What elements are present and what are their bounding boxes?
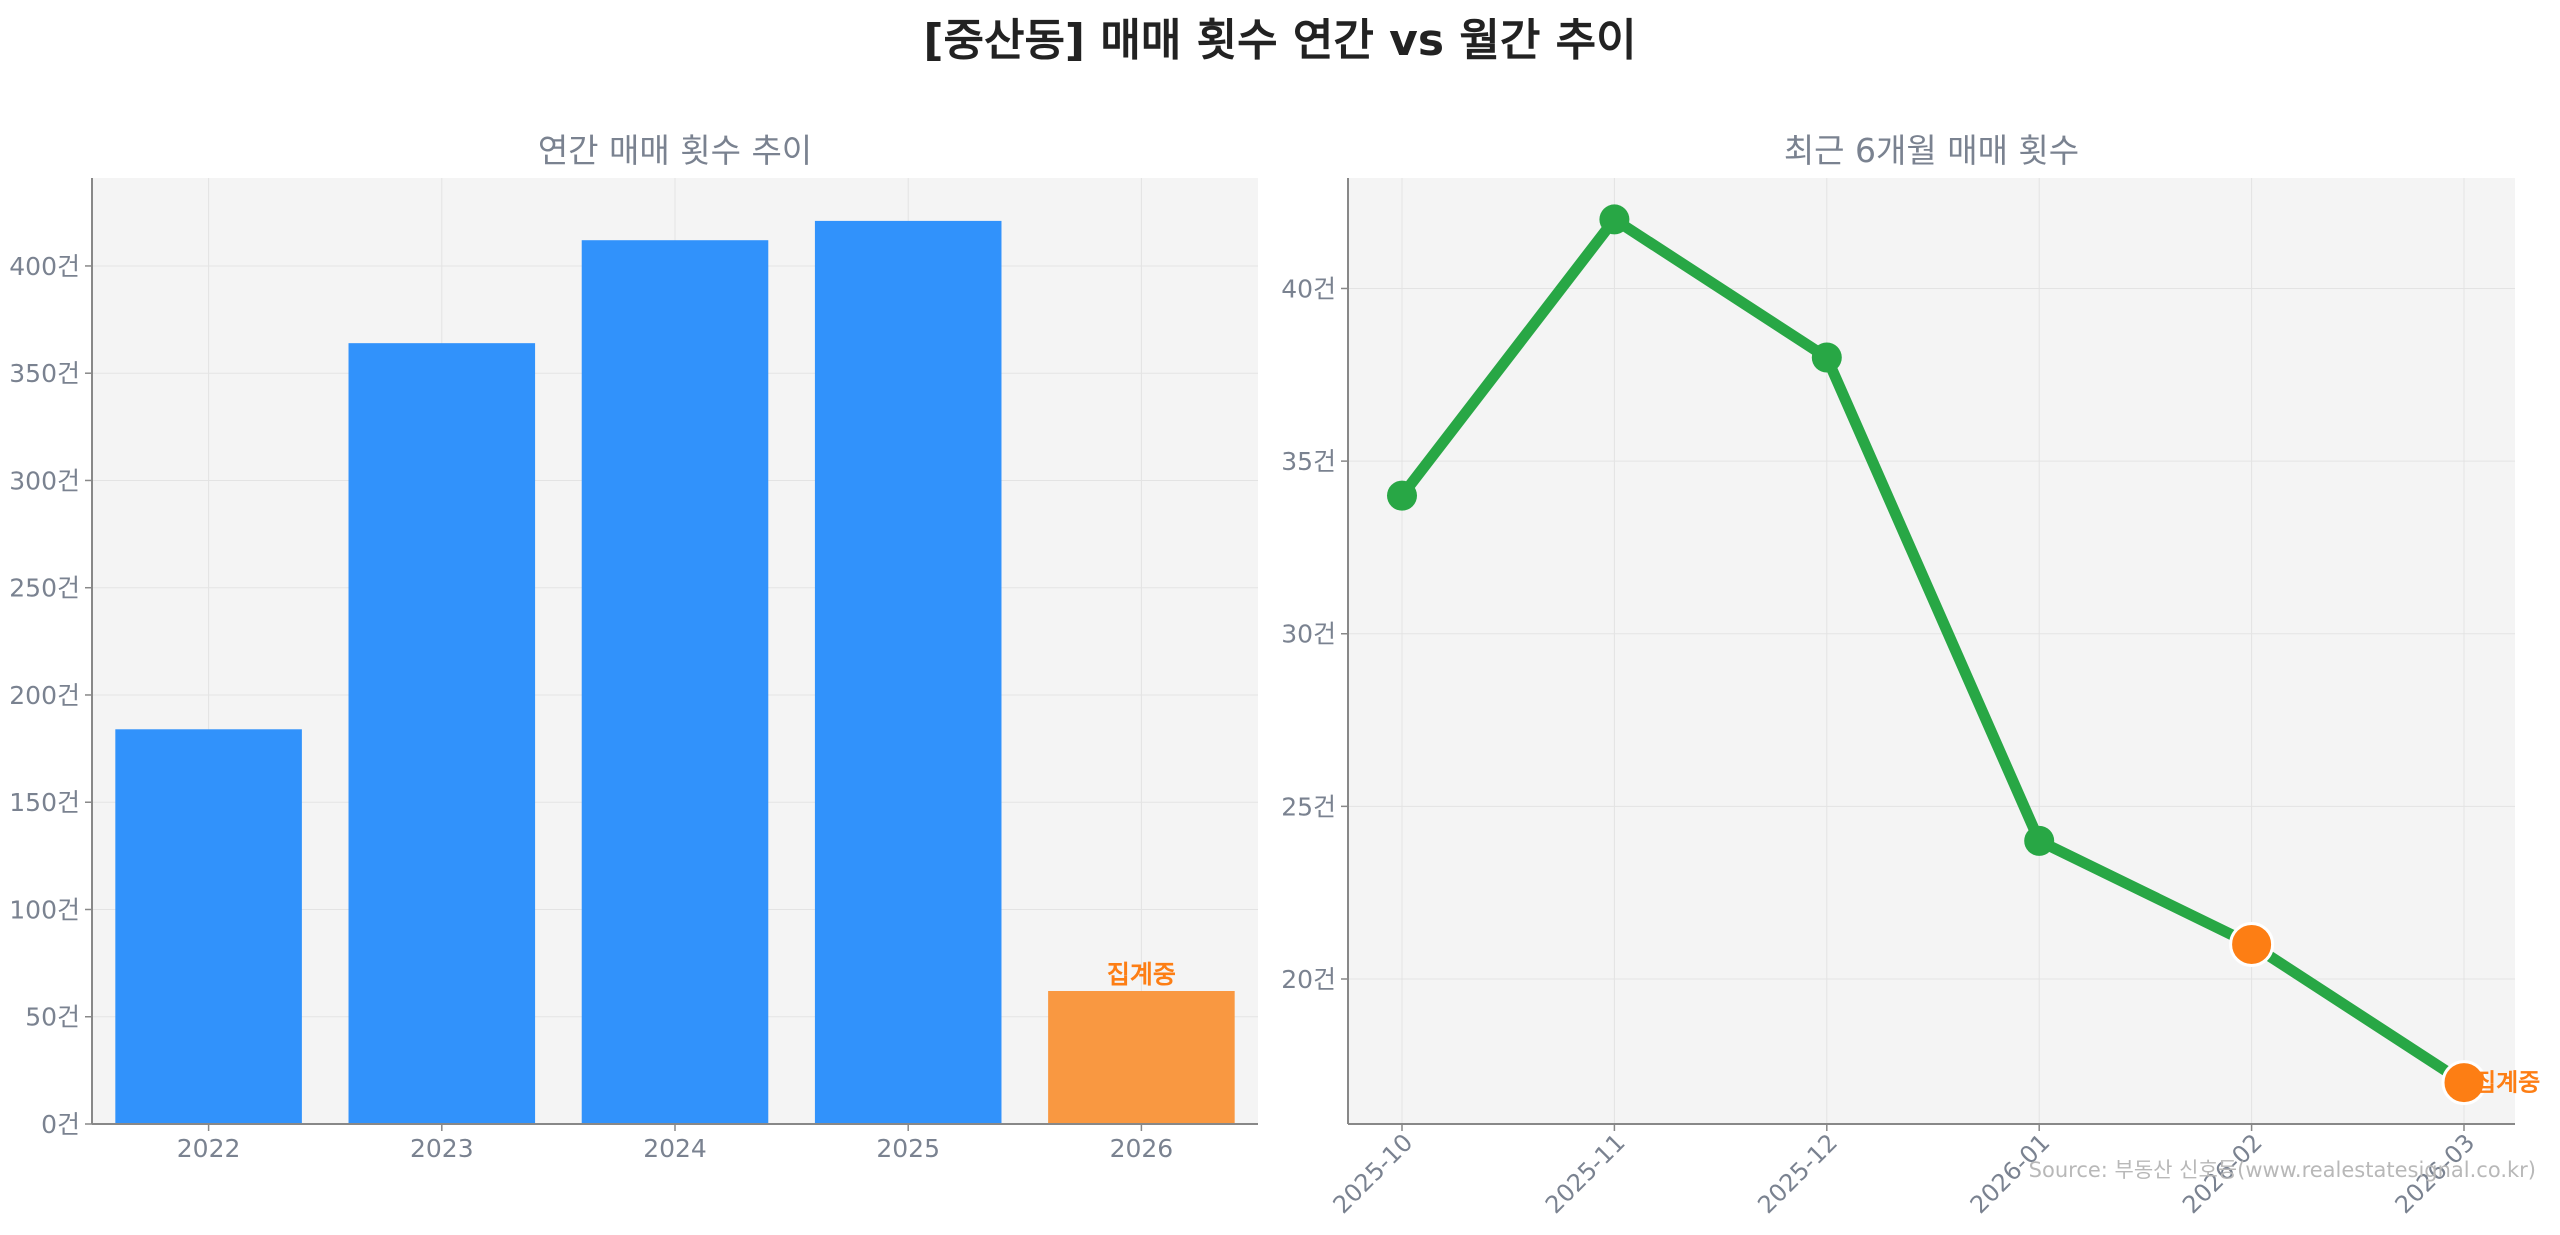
bar-x-tick-label: 2023: [410, 1134, 474, 1163]
line-x-tick-label: 2025-10: [1328, 1128, 1419, 1219]
bar-2023: [348, 343, 536, 1125]
bar-2022: [115, 729, 302, 1124]
partial-data-point: [2229, 921, 2275, 967]
source-note: Source: 부동산 신호등(www.realestatesignal.co.…: [2028, 1158, 2536, 1182]
bar-2024: [581, 240, 769, 1124]
line-y-tick-label: 20건: [1281, 965, 1336, 994]
line-y-tick-label: 25건: [1281, 792, 1336, 821]
line-y-tick-label: 30건: [1281, 620, 1336, 649]
bar-y-tick-label: 0건: [41, 1110, 80, 1139]
bar-y-tick-label: 250건: [9, 574, 80, 603]
line-x-tick-label: 2025-12: [1752, 1128, 1843, 1219]
data-point: [1599, 204, 1630, 235]
bar-y-tick-label: 300건: [9, 466, 80, 495]
bar-x-tick-label: 2024: [643, 1134, 707, 1163]
bar-x-tick-label: 2026: [1110, 1134, 1174, 1163]
partial-data-point: [2441, 1060, 2487, 1106]
annual-bar-chart: 연간 매매 횟수 추이 0건 50건 100건 150건 200건 250건 300건 350건…: [9, 131, 1258, 1163]
bar-y-tick-label: 50건: [25, 1003, 80, 1032]
bar-y-tick-label: 150건: [9, 788, 80, 817]
line-partial-annotation: 집계중: [2474, 1069, 2540, 1097]
bar-x-tick-label: 2025: [876, 1134, 940, 1163]
bar-y-tick-label: 400건: [9, 252, 80, 281]
data-point: [1387, 480, 1417, 511]
data-point: [1811, 342, 1842, 373]
line-plot-area: [1348, 178, 2515, 1124]
bar-y-tick-label: 200건: [9, 681, 80, 710]
bar-x-tick-label: 2022: [177, 1134, 241, 1163]
line-y-tick-label: 40건: [1281, 274, 1336, 303]
main-title: [중산동] 매매 횟수 연간 vs 월간 추이: [923, 15, 1637, 66]
data-point: [2024, 825, 2055, 856]
bar-2025: [814, 220, 1002, 1125]
bar-y-tick-label: 350건: [9, 359, 80, 388]
monthly-line-chart: 최근 6개월 매매 횟수 20건 25건 30건 35건 40건 2025-10 2025-1…: [1281, 131, 2540, 1219]
bar-chart-title: 연간 매매 횟수 추이: [538, 131, 812, 170]
line-y-tick-label: 35건: [1281, 447, 1336, 476]
bar-partial-annotation: 집계중: [1107, 960, 1176, 989]
bar-y-tick-label: 100건: [9, 895, 80, 924]
line-x-tick-label: 2025-11: [1540, 1128, 1631, 1219]
line-chart-title: 최근 6개월 매매 횟수: [1784, 131, 2079, 170]
bar-2026-partial: [1048, 991, 1235, 1124]
monthly-series-line: [1396, 213, 2470, 1089]
